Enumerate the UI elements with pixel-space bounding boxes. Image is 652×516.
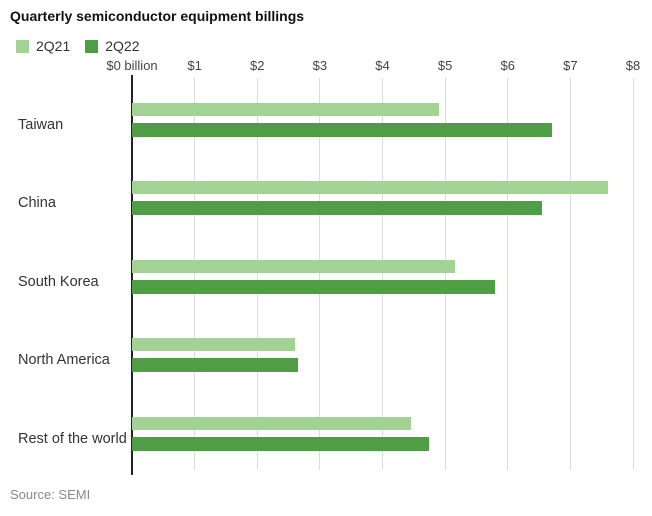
- bar-2q22-south-korea: [132, 279, 496, 294]
- gridline-1: [194, 78, 196, 470]
- legend: 2Q21 2Q22: [16, 38, 140, 54]
- legend-item-2q22: 2Q22: [85, 38, 140, 54]
- bar-2q22-rest-of-the-world: [132, 436, 430, 451]
- chart-title: Quarterly semiconductor equipment billin…: [10, 8, 305, 24]
- category-label-north-america: North America: [18, 352, 110, 369]
- legend-swatch-2q22: [85, 39, 99, 53]
- bar-2q21-taiwan: [132, 103, 439, 116]
- plot-area: $0 billion $1 $2 $3 $4 $5 $6 $7 $8: [106, 58, 640, 475]
- x-tick-label-0: $0 billion: [106, 58, 158, 73]
- x-tick-label-4: $4: [375, 58, 390, 73]
- legend-swatch-2q21: [16, 39, 29, 53]
- bar-2q21-rest-of-the-world: [132, 416, 411, 430]
- bar-2q21-china: [132, 181, 608, 195]
- category-label-china: China: [18, 195, 56, 212]
- gridline-6: [507, 78, 509, 470]
- bar-2q22-north-america: [132, 358, 298, 373]
- bar-2q22-taiwan: [132, 123, 552, 137]
- x-tick-label-5: $5: [437, 58, 453, 73]
- legend-label-2q21: 2Q21: [36, 38, 71, 54]
- category-label-rest-of-the-world: Rest of the world: [18, 430, 127, 447]
- source-note: Source: SEMI: [10, 487, 91, 502]
- gridline-4: [382, 78, 383, 470]
- legend-item-2q21: 2Q21: [16, 38, 70, 54]
- x-tick-label-3: $3: [312, 58, 328, 73]
- gridline-5: [444, 78, 446, 470]
- category-label-taiwan: Taiwan: [18, 117, 64, 133]
- y-axis-line: [131, 75, 133, 475]
- bar-2q21-south-korea: [132, 259, 455, 273]
- gridline-8: [632, 78, 634, 470]
- x-tick-label-7: $7: [563, 58, 578, 73]
- x-tick-label-8: $8: [625, 58, 641, 73]
- gridline-3: [319, 78, 321, 470]
- bar-2q21-north-america: [132, 338, 295, 352]
- x-tick-label-6: $6: [500, 58, 515, 73]
- x-tick-label-1: $1: [187, 58, 202, 73]
- bar-2q22-china: [132, 201, 543, 216]
- legend-label-2q22: 2Q22: [105, 38, 140, 54]
- category-label-south-korea: South Korea: [18, 273, 99, 290]
- gridline-7: [569, 78, 571, 470]
- x-tick-label-2: $2: [250, 58, 265, 73]
- gridline-2: [256, 78, 258, 470]
